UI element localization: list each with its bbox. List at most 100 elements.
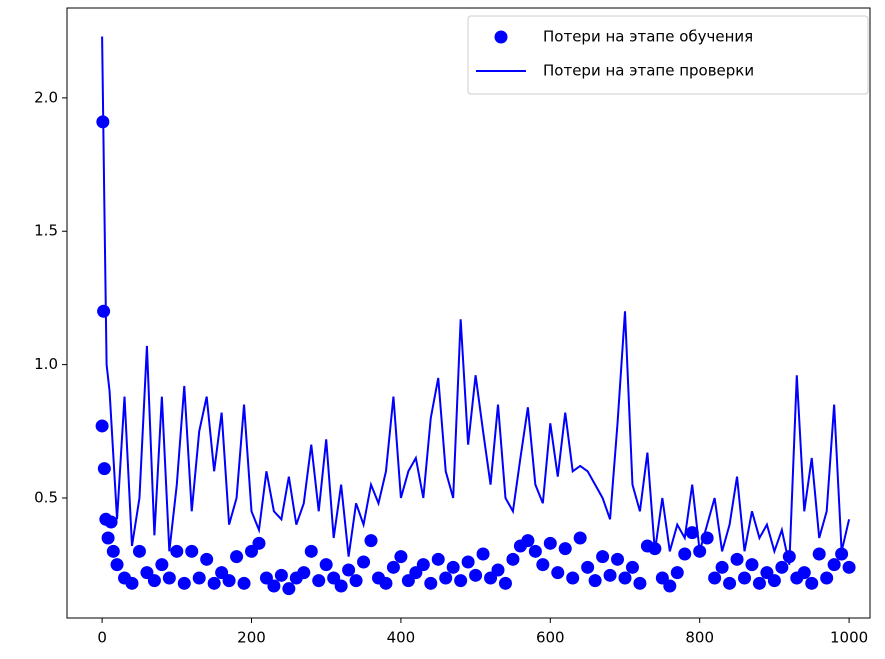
y-tick-label: 0.5 <box>34 488 58 506</box>
point <box>491 563 505 577</box>
point <box>558 542 572 556</box>
point <box>312 574 326 588</box>
point <box>469 568 483 582</box>
point <box>596 550 610 564</box>
x-tick-label: 600 <box>536 629 565 647</box>
point <box>125 576 139 590</box>
point <box>364 534 378 548</box>
point <box>603 568 617 582</box>
legend-marker <box>494 30 508 44</box>
point <box>104 515 118 529</box>
point <box>97 304 111 318</box>
point <box>820 571 834 585</box>
point <box>334 579 348 593</box>
point <box>573 531 587 545</box>
point <box>476 547 490 561</box>
point <box>745 558 759 572</box>
point <box>461 555 475 569</box>
point <box>101 531 115 545</box>
point <box>767 574 781 588</box>
point <box>521 534 535 548</box>
point <box>416 558 430 572</box>
point <box>611 552 625 566</box>
x-tick-label: 800 <box>685 629 714 647</box>
point <box>207 576 221 590</box>
point <box>170 544 184 558</box>
legend-box <box>467 15 869 95</box>
point <box>708 571 722 585</box>
point <box>424 576 438 590</box>
point <box>752 576 766 590</box>
point <box>439 571 453 585</box>
point <box>357 555 371 569</box>
x-tick-label: 0 <box>97 629 107 647</box>
point <box>723 576 737 590</box>
point <box>536 558 550 572</box>
point <box>192 571 206 585</box>
x-tick-label: 200 <box>237 629 266 647</box>
y-tick-label: 1.5 <box>34 222 58 240</box>
point <box>775 560 789 574</box>
point <box>222 574 236 588</box>
point <box>663 579 677 593</box>
point <box>431 552 445 566</box>
point <box>506 552 520 566</box>
point <box>670 566 684 580</box>
point <box>274 568 288 582</box>
point <box>110 558 124 572</box>
point <box>200 552 214 566</box>
point <box>618 571 632 585</box>
point <box>842 560 856 574</box>
line <box>101 36 851 565</box>
point <box>588 574 602 588</box>
point <box>797 566 811 580</box>
point <box>230 550 244 564</box>
point <box>454 574 468 588</box>
point <box>97 462 111 476</box>
point <box>386 560 400 574</box>
point <box>730 552 744 566</box>
point <box>678 547 692 561</box>
point <box>132 544 146 558</box>
x-tick-label: 1000 <box>830 629 868 647</box>
point <box>95 419 109 433</box>
point <box>566 571 580 585</box>
point <box>446 560 460 574</box>
x-tick-label: 400 <box>387 629 416 647</box>
point <box>297 566 311 580</box>
plot-frame <box>66 7 871 619</box>
point <box>835 547 849 561</box>
point <box>342 563 356 577</box>
point <box>805 576 819 590</box>
point <box>282 582 296 596</box>
point <box>147 574 161 588</box>
point <box>267 579 281 593</box>
point <box>155 558 169 572</box>
point <box>304 544 318 558</box>
point <box>162 571 176 585</box>
legend-label: Потери на этапе обучения <box>543 28 753 46</box>
point <box>543 536 557 550</box>
point <box>551 566 565 580</box>
point <box>715 560 729 574</box>
point <box>625 560 639 574</box>
legend-label: Потери на этапе проверки <box>543 62 754 80</box>
point <box>319 558 333 572</box>
point <box>252 536 266 550</box>
point <box>237 576 251 590</box>
point <box>106 544 120 558</box>
point <box>379 576 393 590</box>
y-tick-label: 2.0 <box>34 88 58 106</box>
point <box>633 576 647 590</box>
point <box>827 558 841 572</box>
point <box>528 544 542 558</box>
point <box>738 571 752 585</box>
point <box>685 526 699 540</box>
point <box>177 576 191 590</box>
point <box>812 547 826 561</box>
point <box>394 550 408 564</box>
point <box>349 574 363 588</box>
point <box>581 560 595 574</box>
point <box>498 576 512 590</box>
